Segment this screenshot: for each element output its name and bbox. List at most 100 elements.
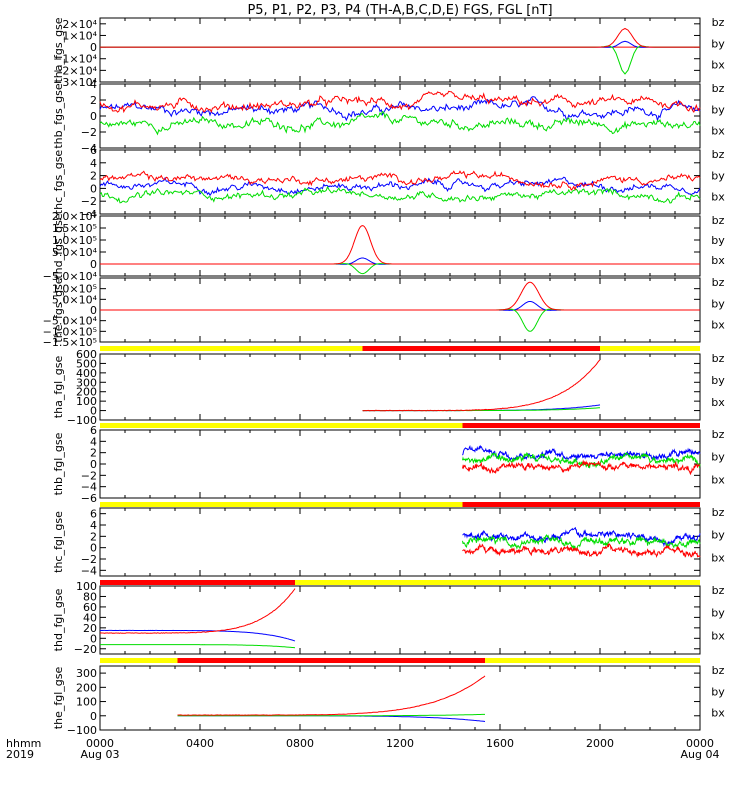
y-tick-label: 300 <box>76 376 97 389</box>
x-tick-label: 0800 <box>286 737 314 750</box>
legend-by: by <box>711 451 725 464</box>
panel-thd_fgs_gse: 2.0×10⁵1.5×10⁵1.0×10⁵5.0×10⁴0−5.0×10⁴thd… <box>43 210 726 283</box>
x-tick-label: 1200 <box>386 737 414 750</box>
legend-by: by <box>711 297 725 310</box>
legend-bz: bz <box>712 352 725 365</box>
y-tick-label: 0 <box>90 710 97 723</box>
y-tick-label: −20 <box>74 643 97 656</box>
legend-bz: bz <box>712 148 725 161</box>
y-axis-label: thb_fgs_gse <box>52 83 65 149</box>
y-axis-label: tha_fgs_gse <box>52 17 65 82</box>
y-tick-label: 4 <box>90 78 97 91</box>
legend-bz: bz <box>712 428 725 441</box>
series-bz <box>100 27 700 48</box>
y-tick-label: 2.0×10⁵ <box>52 210 97 223</box>
legend-by: by <box>711 234 725 247</box>
x-tick-label: Aug 03 <box>81 748 120 761</box>
legend-bx: bx <box>711 59 725 72</box>
series-bx <box>295 257 433 265</box>
y-tick-label: −4 <box>81 564 97 577</box>
y-tick-label: 0 <box>90 458 97 471</box>
series-bx <box>462 444 701 462</box>
y-tick-label: 0 <box>90 542 97 555</box>
y-tick-label: −1.5×10⁵ <box>43 336 97 349</box>
series-bz <box>99 170 701 191</box>
x-tick-label: 0000 <box>86 737 114 750</box>
y-axis-label: thc_fgl_gse <box>52 511 65 573</box>
x-tick-label: 0000 <box>686 737 714 750</box>
legend-by: by <box>711 37 725 50</box>
series-bx <box>462 526 701 548</box>
y-axis-label: thb_fgl_gse <box>52 432 65 495</box>
x-tick-label: 1600 <box>486 737 514 750</box>
y-tick-label: 2×10⁴ <box>62 18 97 31</box>
coverage-bar-segment <box>362 346 600 351</box>
legend-by: by <box>711 607 725 620</box>
panel-frame <box>99 215 701 277</box>
panel-thb_fgs_gse: 4 2 0 −2 −4 thb_fgs_gse bz by bx <box>52 78 725 155</box>
series-bz <box>462 459 701 476</box>
coverage-bar-segment <box>295 580 700 585</box>
legend-bx: bx <box>711 473 725 486</box>
series-bz <box>99 588 296 634</box>
y-tick-label: 0 <box>90 110 97 123</box>
y-tick-label: 2 <box>90 447 97 460</box>
y-tick-label: 1.5×10⁵ <box>52 222 97 235</box>
panel-tha_fgs_gse: 2×10⁴1×10⁴0−1×10⁴−2×10⁴−3×10⁴tha_fgs_gse… <box>52 16 725 89</box>
y-axis-label: the_fgl_gse <box>52 667 65 730</box>
y-tick-label: 5.0×10⁴ <box>52 293 98 306</box>
y-tick-label: 6 <box>90 508 97 521</box>
y-tick-label: −100 <box>67 724 97 737</box>
y-tick-label: 2 <box>90 170 97 183</box>
panel-frame <box>99 149 701 215</box>
y-tick-label: −4 <box>81 208 97 221</box>
legend-bz: bz <box>712 16 725 29</box>
series-bz <box>295 225 433 265</box>
y-axis-label: thc_fgs_gse <box>52 150 65 215</box>
coverage-bar-segment <box>100 580 295 585</box>
y-tick-label: 0 <box>90 258 97 271</box>
series-bz <box>462 543 701 559</box>
legend-by: by <box>711 103 725 116</box>
coverage-bar-segment <box>600 346 700 351</box>
y-tick-label: 1×10⁴ <box>62 29 97 42</box>
y-tick-label: 100 <box>76 580 97 593</box>
y-tick-label: 0 <box>90 41 97 54</box>
coverage-bar-segment <box>100 502 463 507</box>
legend-bx: bx <box>711 125 725 138</box>
y-tick-label: 6 <box>90 144 97 157</box>
y-axis-label: tha_fgl_gse <box>52 356 65 419</box>
y-tick-label: 1.0×10⁵ <box>52 283 97 296</box>
y-tick-label: 4 <box>90 519 97 532</box>
legend-bz: bz <box>712 276 725 289</box>
panel-frame <box>99 665 701 731</box>
legend-by: by <box>711 374 725 387</box>
series-bx <box>99 176 701 197</box>
panel-frame <box>99 17 701 83</box>
y-axis-label: thd_fgs_gse <box>52 213 65 279</box>
legend-bz: bz <box>712 214 725 227</box>
y-tick-label: 200 <box>76 386 97 399</box>
y-tick-label: −4 <box>81 142 97 155</box>
series-bz <box>362 359 601 412</box>
panel-frame <box>99 83 701 149</box>
y-tick-label: 600 <box>76 348 97 361</box>
y-tick-label: −2 <box>81 553 97 566</box>
series-bz <box>99 90 701 114</box>
series-bz <box>487 281 575 311</box>
y-tick-label: 0 <box>90 405 97 418</box>
plot-title: P5, P1, P2, P3, P4 (TH-A,B,C,D,E) FGS, F… <box>247 3 552 18</box>
coverage-bar-segment <box>462 502 700 507</box>
coverage-bar-segment <box>100 346 363 351</box>
y-tick-label: −1.0×10⁵ <box>43 325 97 338</box>
legend-bx: bx <box>711 319 725 332</box>
y-tick-label: 60 <box>83 601 97 614</box>
y-tick-label: 4 <box>90 157 97 170</box>
y-tick-label: 2 <box>90 530 97 543</box>
legend-by: by <box>711 529 725 542</box>
y-tick-label: 20 <box>83 622 97 635</box>
series-bx <box>487 301 575 311</box>
